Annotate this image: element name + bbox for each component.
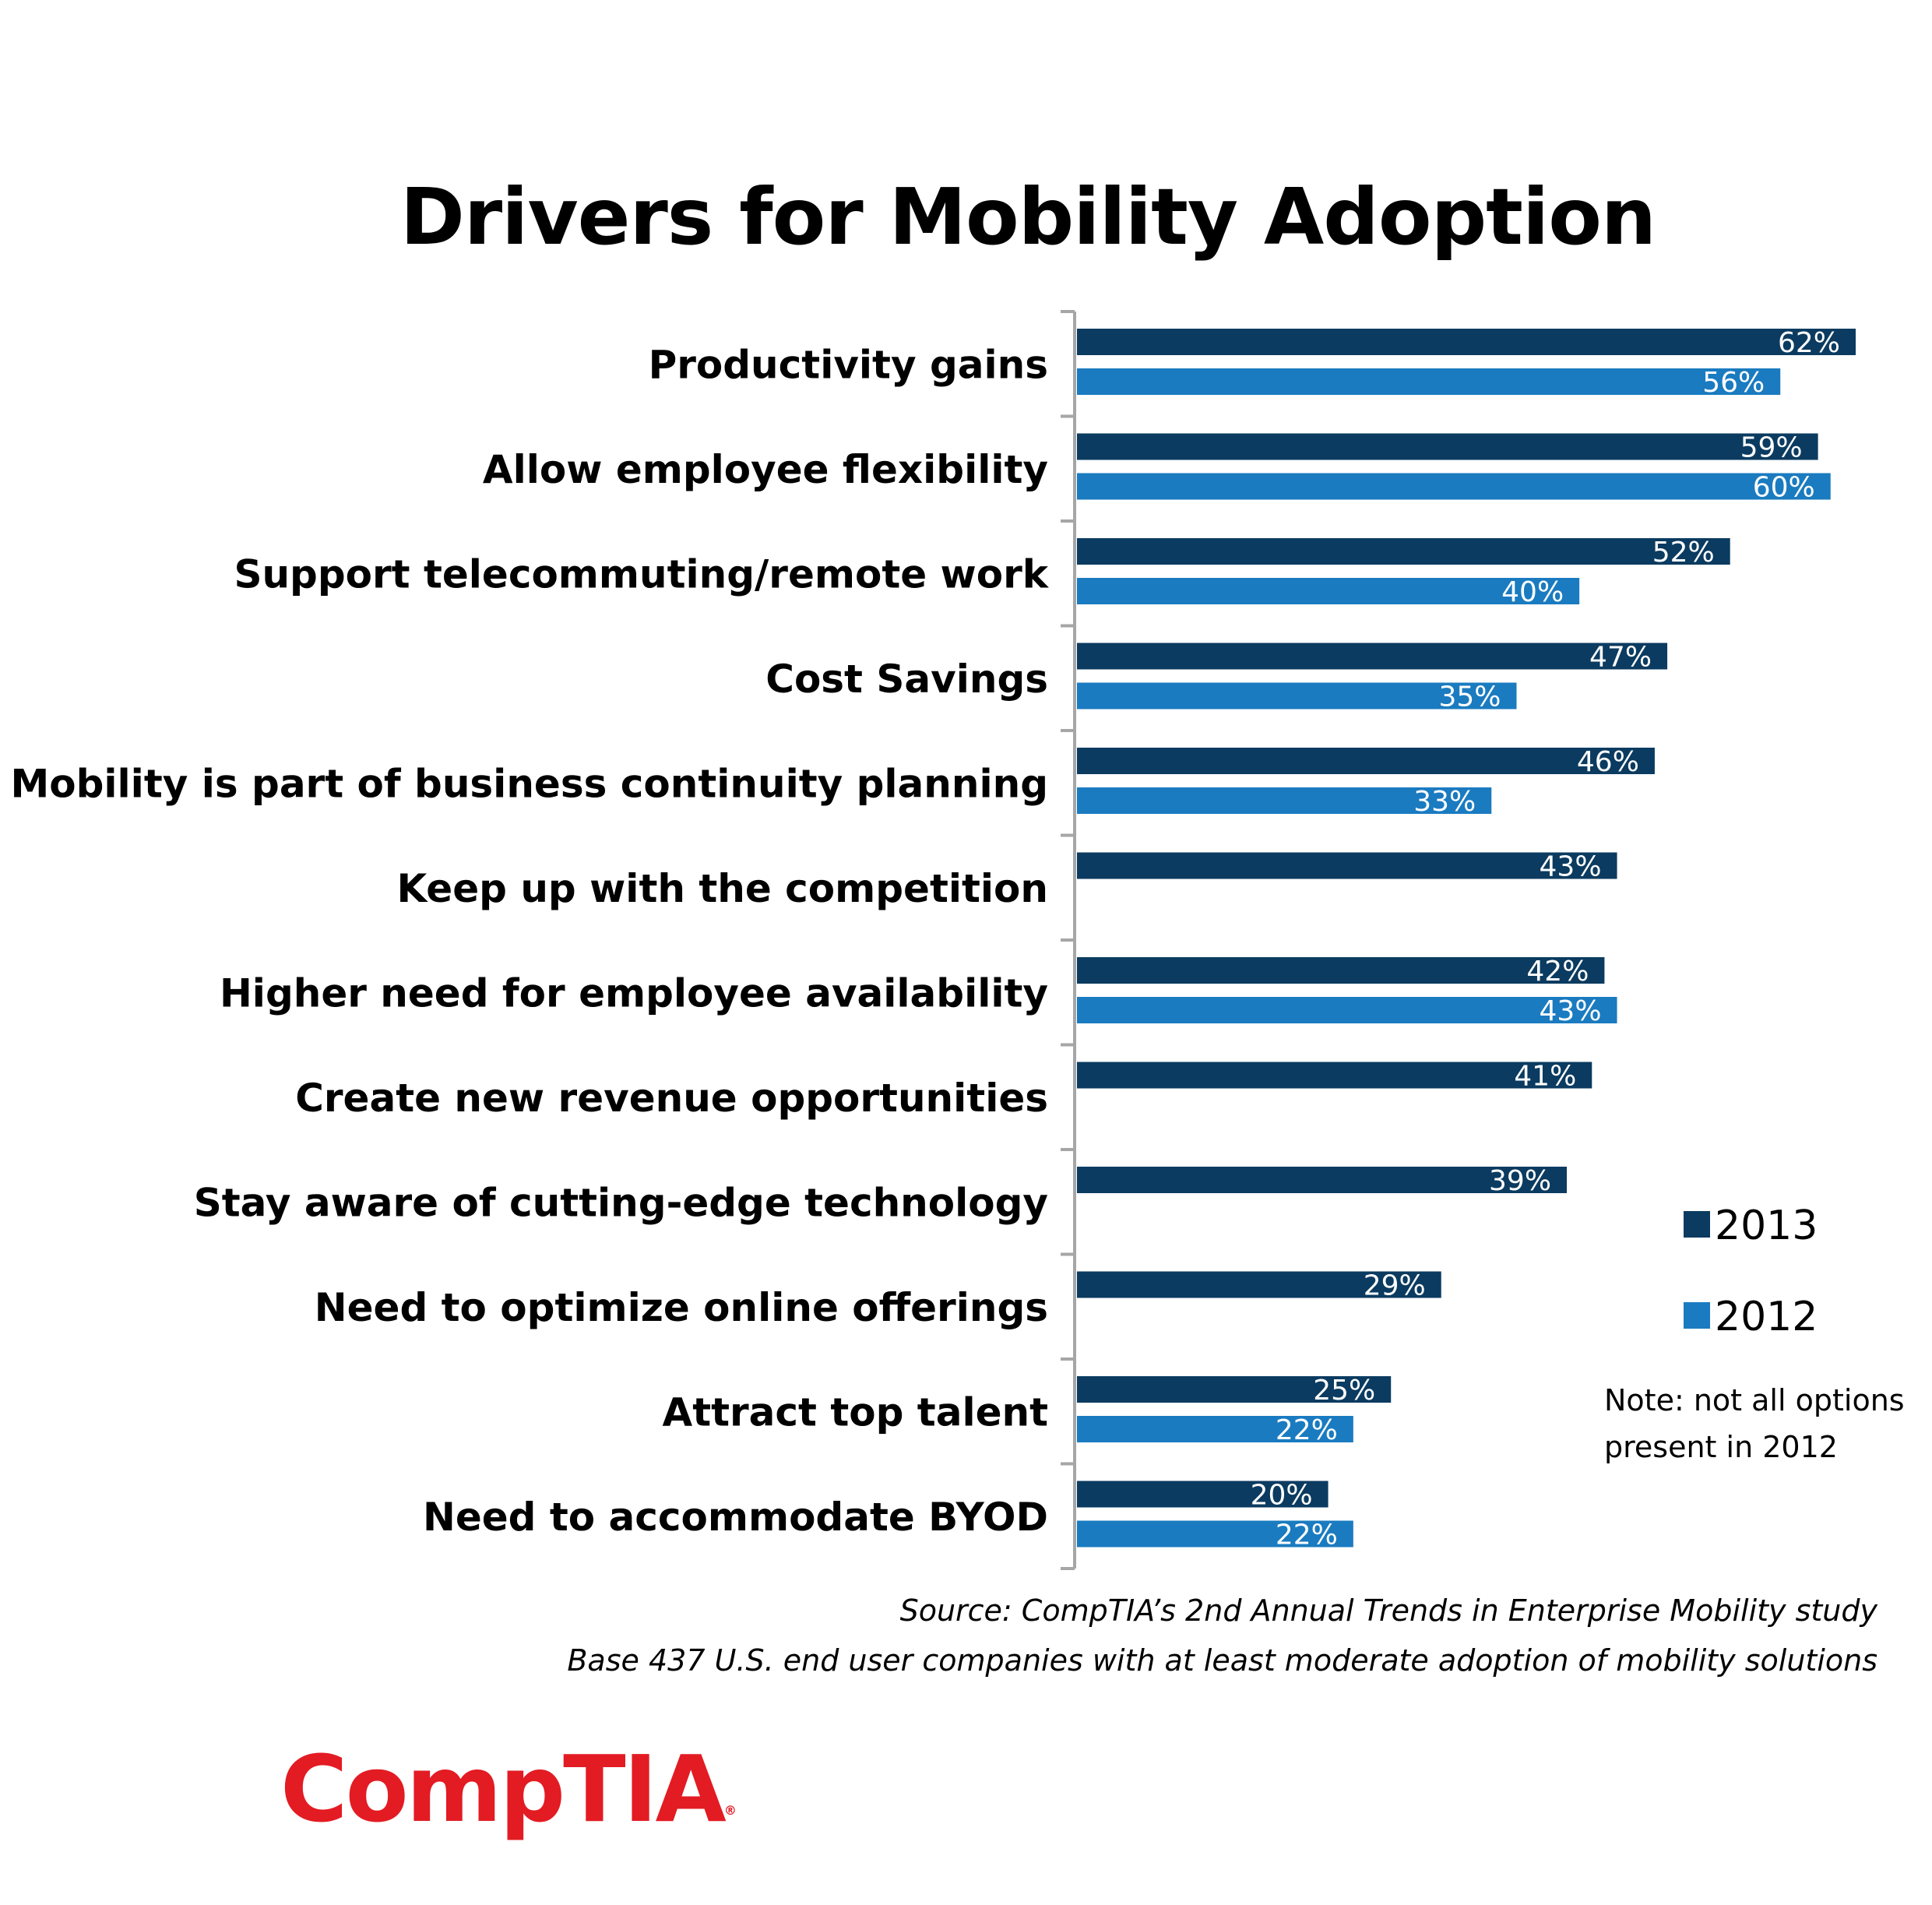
bar-2013 [1077,643,1668,670]
comptia-logo: CompTIA® [280,1735,737,1843]
category-label: Allow employee flexibility [483,447,1048,492]
bar-2012 [1077,787,1492,814]
category-label: Need to accommodate BYOD [423,1495,1048,1540]
data-label-2013: 29% [1364,1270,1426,1302]
data-label-2012: 35% [1439,681,1501,713]
source-line-2: Base 437 U.S. end user companies with at… [567,1643,1877,1678]
bar-2012 [1077,1520,1353,1548]
bar-2012 [1077,368,1781,395]
bar-2013 [1077,852,1617,879]
note-line-2: present in 2012 [1604,1430,1838,1464]
data-label-2013: 62% [1778,327,1840,359]
bar-2013 [1077,1376,1392,1403]
data-label-2013: 47% [1589,642,1652,674]
category-label: Create new revenue opportunities [295,1076,1048,1121]
source-note: Source: CompTIA’s 2nd Annual Trends in E… [567,1586,1877,1685]
bar-2013 [1077,433,1818,460]
bar-2012 [1077,578,1580,604]
category-label: Higher need for employee availability [220,970,1048,1016]
bar-2013 [1077,1062,1592,1089]
data-label-2012: 56% [1702,367,1765,399]
data-label-2013: 43% [1540,851,1602,883]
category-label: Productivity gains [649,342,1048,387]
category-label: Stay aware of cutting-edge technology [194,1180,1048,1225]
data-label-2013: 59% [1740,432,1803,464]
category-label: Cost Savings [765,657,1048,702]
legend-swatch-2013 [1684,1211,1710,1238]
legend-swatch-2012 [1684,1302,1710,1329]
data-label-2013: 39% [1489,1165,1551,1197]
data-label-2012: 43% [1540,995,1602,1027]
bar-2013 [1077,1481,1328,1508]
chart-title: Drivers for Mobility Adoption [399,171,1656,262]
bar-2012 [1077,682,1517,710]
data-label-2012: 40% [1501,576,1564,608]
category-label: Mobility is part of business continuity … [11,761,1049,806]
data-label-2013: 41% [1514,1061,1576,1093]
data-label-2013: 20% [1251,1480,1313,1512]
data-label-2012: 22% [1276,1519,1338,1551]
category-label: Keep up with the competition [396,866,1048,911]
source-line-1: Source: CompTIA’s 2nd Annual Trends in E… [899,1593,1877,1628]
legend-label-2013: 2013 [1715,1203,1818,1249]
bar-2013 [1077,329,1856,355]
category-label: Need to optimize online offerings [315,1285,1048,1330]
note: Note: not all options present in 2012 [1604,1377,1916,1470]
note-line-1: Note: not all options [1604,1383,1905,1417]
data-label-2012: 60% [1753,472,1815,504]
logo-text: CompTIA [280,1735,727,1843]
data-label-2013: 25% [1313,1375,1375,1407]
bar-2012 [1077,473,1831,500]
category-label: Support telecommuting/remote work [234,551,1049,597]
data-label-2013: 52% [1652,537,1715,569]
bar-2013 [1077,748,1655,774]
bar-2013 [1077,957,1605,984]
bar-2013 [1077,1167,1568,1193]
bar-2012 [1077,1416,1353,1442]
category-label: Attract top talent [663,1389,1048,1435]
bar-2013 [1077,538,1730,565]
data-label-2012: 22% [1276,1414,1338,1446]
data-label-2013: 46% [1577,746,1639,778]
legend-label-2012: 2012 [1715,1294,1818,1340]
bar-2013 [1077,1271,1441,1298]
bar-2012 [1077,997,1617,1023]
data-label-2013: 42% [1526,956,1589,988]
logo-registered-mark: ® [723,1803,737,1818]
data-label-2012: 33% [1413,786,1476,818]
